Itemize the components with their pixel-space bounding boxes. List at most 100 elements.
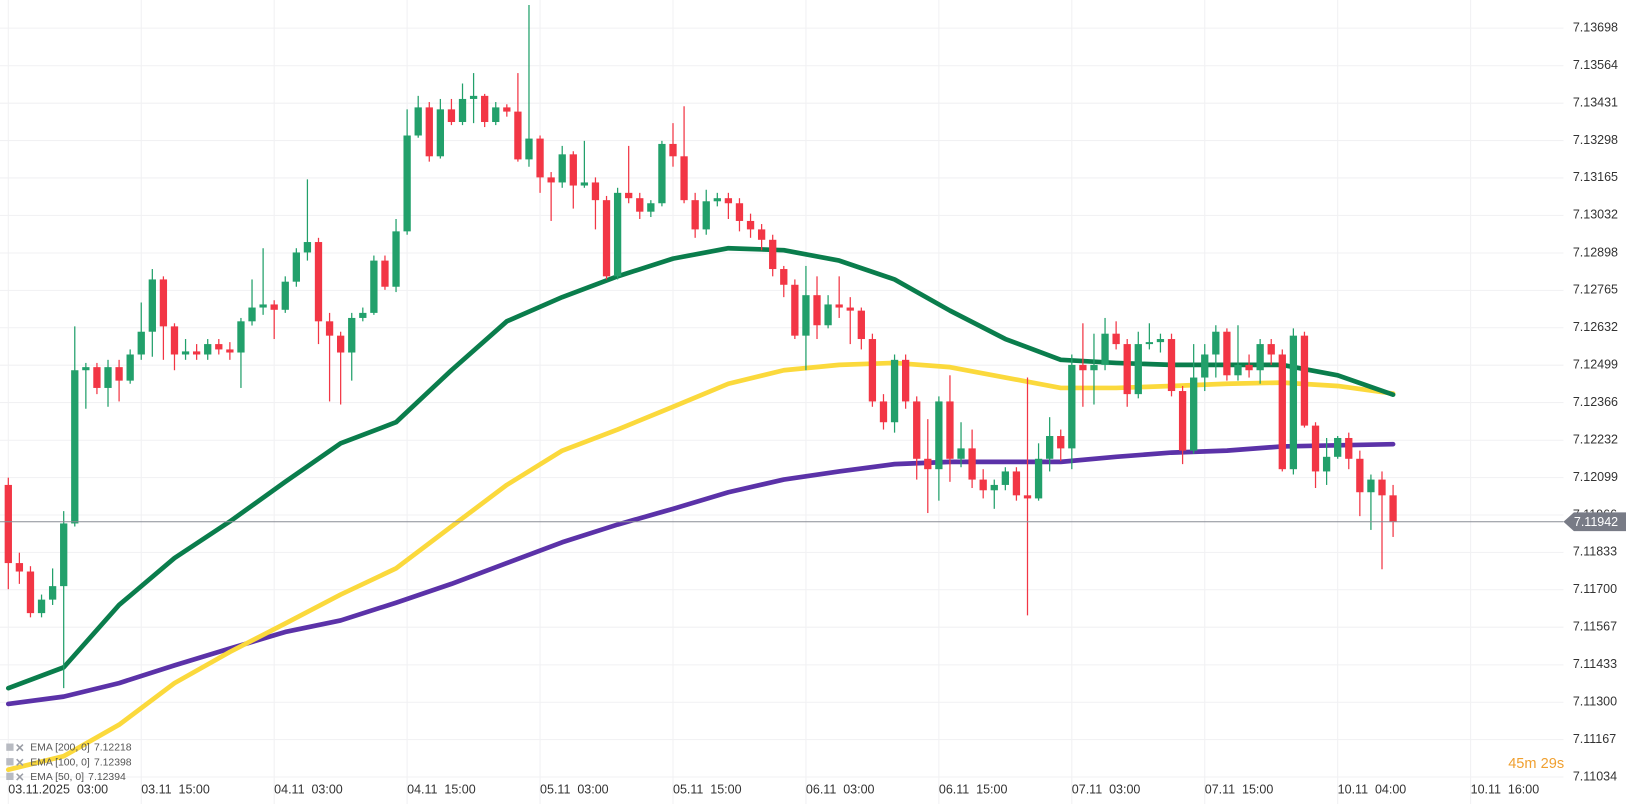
candle-body — [913, 401, 921, 459]
x-tick-label: 10.11 04:00 — [1338, 783, 1407, 797]
candle-body — [846, 307, 854, 311]
y-tick-label: 7.11034 — [1573, 769, 1617, 783]
candle-body — [414, 107, 422, 136]
legend-menu-icon — [6, 772, 14, 781]
x-tick-label: 04.11 15:00 — [407, 783, 476, 797]
candle-body — [890, 359, 899, 423]
grid — [0, 0, 1564, 804]
candle-body — [359, 312, 367, 318]
y-tick-label: 7.13032 — [1573, 208, 1618, 222]
candle-body — [259, 304, 267, 308]
candle-body — [1256, 344, 1264, 371]
candle-body — [281, 281, 289, 310]
legend-close-icon — [16, 758, 24, 766]
candle-body — [60, 523, 68, 587]
x-tick-label: 10.11 16:00 — [1471, 783, 1540, 797]
y-tick-label: 7.12499 — [1573, 357, 1618, 371]
candle-body — [636, 198, 644, 212]
candle-body — [348, 317, 356, 353]
legend-entry: EMA [100, 0] 7.12398 — [30, 757, 132, 768]
y-tick-label: 7.12099 — [1573, 470, 1618, 484]
candle-body — [82, 367, 90, 371]
candle-body — [481, 95, 489, 123]
candle-body — [979, 479, 987, 491]
y-tick-label: 7.11300 — [1573, 695, 1617, 709]
candle-body — [337, 335, 345, 353]
candle-body — [292, 252, 300, 282]
candle-body — [824, 304, 832, 326]
y-tick-label: 7.11700 — [1573, 582, 1617, 596]
candle-body — [270, 304, 278, 310]
candle-body — [93, 367, 101, 388]
candle-body — [1223, 331, 1231, 376]
candle-body — [868, 339, 877, 402]
candle-body — [1068, 364, 1076, 449]
candle-body — [1311, 425, 1320, 472]
y-tick-label: 7.13165 — [1573, 170, 1618, 184]
candle-body — [1167, 339, 1176, 392]
candle-body — [1190, 377, 1198, 451]
legend-entry: EMA [200, 0] 7.12218 — [30, 742, 132, 753]
candle-body — [990, 484, 998, 491]
candle-body — [248, 307, 256, 322]
axes: 7.11034 7.11167 7.11300 7.11433 7.11567 7.117… — [0, 20, 1626, 797]
candle-body — [37, 599, 46, 614]
candle-body — [204, 344, 212, 355]
candle-body — [1090, 364, 1098, 371]
legend-entry: EMA [50, 0] 7.12394 — [30, 772, 126, 783]
candle-body — [148, 279, 156, 332]
candle-body — [26, 571, 35, 614]
candle-body — [469, 95, 478, 99]
ema-line — [5, 360, 1396, 773]
candle-body — [1367, 479, 1375, 493]
candle-body — [957, 448, 965, 459]
candle-body — [503, 107, 511, 112]
legend: EMA [200, 0] 7.12218 EMA [100, 0] 7.12398 EM… — [6, 742, 132, 783]
candle-body — [669, 143, 677, 157]
legend-close-icon — [16, 773, 24, 781]
candle-body — [1112, 333, 1120, 345]
candle-body — [857, 310, 865, 340]
legend-value: 7.12218 — [94, 742, 132, 753]
candle-body — [580, 182, 589, 186]
candle-body — [791, 284, 799, 336]
candle-body — [602, 200, 611, 277]
y-tick-label: 7.12765 — [1573, 283, 1618, 297]
candle-body — [1145, 342, 1154, 345]
candle-body — [104, 367, 112, 388]
candle-body — [1345, 437, 1353, 459]
candle-body — [325, 321, 334, 336]
legend-name: EMA [50, 0] — [30, 772, 84, 783]
candle-body — [746, 220, 755, 230]
y-tick-label: 7.11833 — [1573, 545, 1617, 559]
y-tick-label: 7.13564 — [1573, 58, 1618, 72]
candle-body — [924, 458, 932, 470]
candle-body — [1267, 344, 1275, 355]
candle-body — [968, 448, 976, 480]
candle-body — [192, 351, 201, 355]
y-tick-label: 7.12232 — [1573, 433, 1618, 447]
candle-body — [525, 138, 533, 160]
candle-body — [780, 269, 788, 285]
candle-body — [536, 138, 544, 178]
candle-body — [115, 367, 123, 381]
candle-body — [1322, 456, 1331, 472]
legend-close-icon — [16, 744, 24, 752]
candle-body — [1034, 458, 1043, 499]
candle-body — [1212, 331, 1220, 355]
ema-lines — [5, 245, 1396, 773]
candle-body — [1079, 364, 1087, 371]
candle-body — [514, 111, 522, 160]
x-tick-label: 05.11 15:00 — [673, 783, 742, 797]
candle-body — [935, 401, 943, 470]
candles — [4, 5, 1397, 689]
candle-body — [181, 351, 190, 355]
candle-body — [137, 331, 145, 355]
legend-menu-icon — [6, 758, 14, 766]
candle-body — [381, 260, 389, 287]
y-tick-label: 7.13298 — [1573, 133, 1618, 147]
candle-body — [1057, 436, 1065, 449]
candle-body — [436, 109, 445, 157]
candle-body — [1201, 354, 1209, 378]
